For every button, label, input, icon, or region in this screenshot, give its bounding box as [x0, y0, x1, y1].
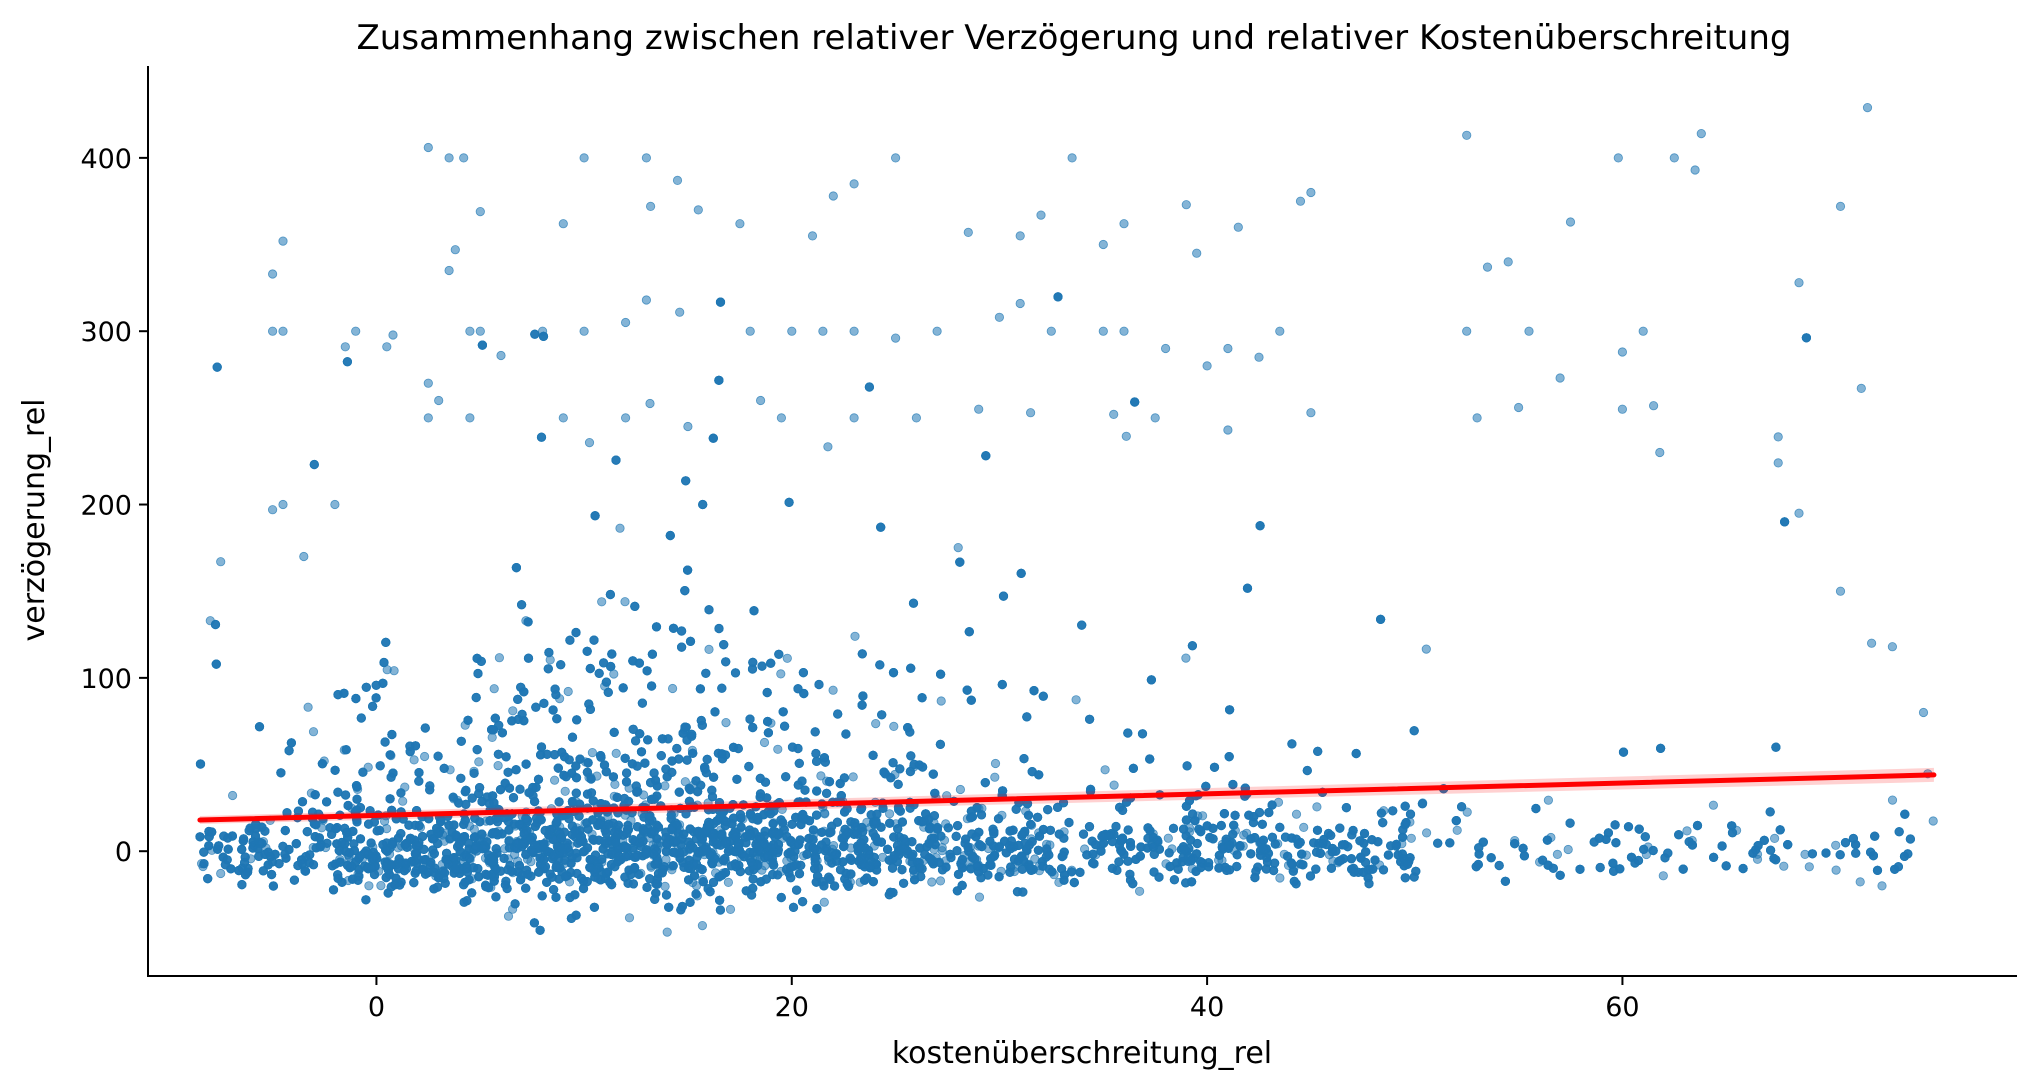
data-point [820, 898, 828, 906]
data-point [588, 748, 596, 756]
data-point [1313, 803, 1321, 811]
data-point [612, 749, 620, 757]
data-point [1135, 887, 1143, 895]
data-point [1407, 834, 1415, 842]
data-point [546, 656, 554, 664]
data-point [1182, 654, 1190, 662]
data-point [585, 438, 593, 446]
data-point [598, 598, 606, 606]
data-point [668, 684, 676, 692]
data-point [890, 722, 898, 730]
data-point [1888, 796, 1896, 804]
data-point [760, 738, 768, 746]
data-point [1544, 796, 1552, 804]
data-point [494, 761, 502, 769]
data-point [1832, 866, 1840, 874]
data-point [1780, 862, 1788, 870]
data-point [1453, 826, 1461, 834]
data-point [1072, 696, 1080, 704]
chart-title: Zusammenhang zwischen relativer Verzöger… [357, 18, 1792, 58]
data-point [1659, 872, 1667, 880]
data-point [1805, 863, 1813, 871]
data-point [851, 632, 859, 640]
data-point [1276, 874, 1284, 882]
data-point [377, 881, 385, 889]
data-point [621, 598, 629, 606]
data-point [991, 773, 999, 781]
data-point [1856, 878, 1864, 886]
data-point [663, 928, 671, 936]
data-point [475, 758, 483, 766]
data-point [817, 772, 825, 780]
data-point [365, 882, 373, 890]
data-point [420, 752, 428, 760]
data-point [389, 331, 397, 339]
data-point [829, 686, 837, 694]
data-point [1832, 841, 1840, 849]
data-point [722, 718, 730, 726]
data-point [504, 912, 512, 920]
data-point [975, 893, 983, 901]
data-point [488, 733, 496, 741]
data-point [399, 797, 407, 805]
data-point [1422, 645, 1430, 653]
data-point [1101, 766, 1109, 774]
data-point [1292, 810, 1300, 818]
data-point [561, 787, 569, 795]
data-point [928, 878, 936, 886]
data-point [1422, 829, 1430, 837]
data-point [774, 745, 782, 753]
data-point [550, 776, 558, 784]
data-point [611, 780, 619, 788]
data-point [956, 785, 964, 793]
data-point [1300, 823, 1308, 831]
data-point [824, 443, 832, 451]
data-point [705, 645, 713, 653]
data-point [1564, 845, 1572, 853]
data-point [1553, 850, 1561, 858]
data-point [783, 654, 791, 662]
data-point [490, 685, 498, 693]
data-point [991, 759, 999, 767]
data-point [470, 825, 478, 833]
data-point [309, 728, 317, 736]
data-point [1709, 801, 1717, 809]
data-point [410, 756, 418, 764]
data-point [616, 524, 624, 532]
data-point [228, 791, 236, 799]
data-point [872, 719, 880, 727]
data-point [849, 773, 857, 781]
data-point [661, 782, 669, 790]
data-point [936, 877, 944, 885]
data-point [777, 670, 785, 678]
data-point [954, 543, 962, 551]
data-point [1164, 834, 1172, 842]
data-point [217, 869, 225, 877]
data-point [1683, 827, 1691, 835]
data-point [724, 878, 732, 886]
data-point [304, 703, 312, 711]
data-point [661, 882, 669, 890]
data-point [937, 697, 945, 705]
data-point [509, 707, 517, 715]
data-point [698, 921, 706, 929]
data-point [676, 308, 684, 316]
data-point [1122, 432, 1130, 440]
data-point [625, 914, 633, 922]
data-point [726, 905, 734, 913]
data-point [564, 687, 572, 695]
data-point [1110, 781, 1118, 789]
data-point [495, 654, 503, 662]
data-point [1929, 817, 1937, 825]
data-point [646, 399, 654, 407]
data-point [1770, 834, 1778, 842]
